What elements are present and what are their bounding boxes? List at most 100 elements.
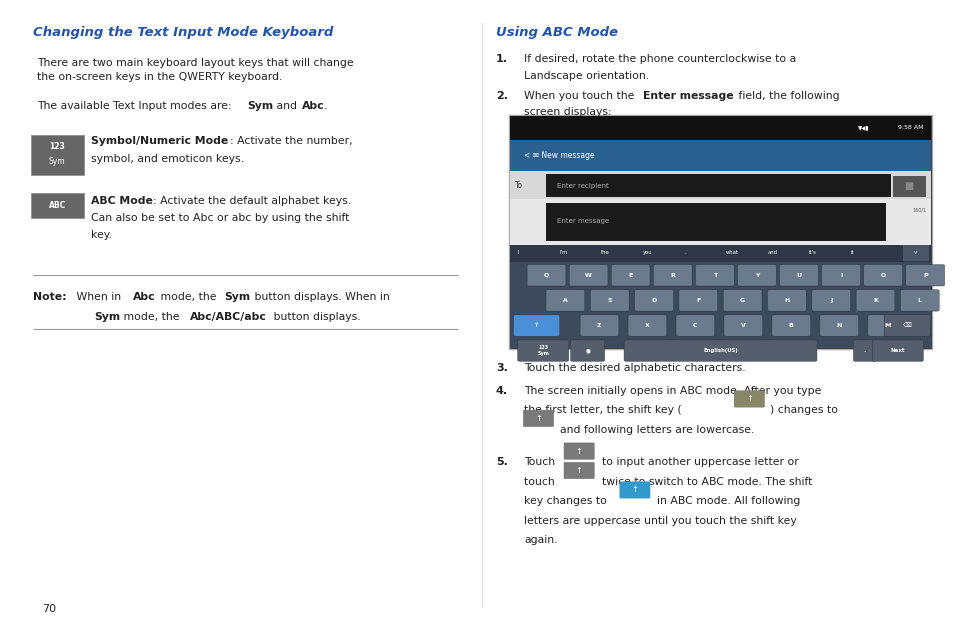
Text: ↑: ↑ <box>535 414 541 423</box>
Text: L: L <box>917 298 921 303</box>
Text: 70: 70 <box>42 604 56 614</box>
FancyBboxPatch shape <box>867 315 905 336</box>
FancyBboxPatch shape <box>579 315 618 336</box>
Text: ↑: ↑ <box>534 323 538 328</box>
Text: Landscape orientation.: Landscape orientation. <box>524 71 649 81</box>
FancyBboxPatch shape <box>900 290 938 311</box>
Bar <box>902 245 928 261</box>
Text: 123
Sym: 123 Sym <box>537 345 549 356</box>
Text: 2.: 2. <box>496 91 507 100</box>
Text: key changes to: key changes to <box>524 496 610 506</box>
FancyBboxPatch shape <box>509 115 931 349</box>
Text: ●: ● <box>584 348 589 353</box>
Text: 9:58 AM: 9:58 AM <box>897 125 923 130</box>
Text: Changing the Text Input Mode Keyboard: Changing the Text Input Mode Keyboard <box>32 26 333 39</box>
FancyBboxPatch shape <box>862 265 902 286</box>
FancyBboxPatch shape <box>905 265 943 286</box>
Text: .: . <box>683 250 685 255</box>
FancyBboxPatch shape <box>563 443 594 459</box>
Text: : Activate the number,: : Activate the number, <box>230 136 353 146</box>
Bar <box>545 202 885 242</box>
FancyBboxPatch shape <box>611 265 649 286</box>
Text: T: T <box>712 273 716 278</box>
Text: D: D <box>651 298 656 303</box>
Text: ABC Mode: ABC Mode <box>91 196 152 205</box>
Text: Abc: Abc <box>302 102 324 111</box>
FancyBboxPatch shape <box>855 290 894 311</box>
FancyBboxPatch shape <box>883 315 929 336</box>
FancyBboxPatch shape <box>676 315 714 336</box>
Text: screen displays:: screen displays: <box>524 107 611 117</box>
Bar <box>545 174 890 198</box>
Text: I'm: I'm <box>558 250 567 255</box>
Text: Enter message: Enter message <box>557 218 609 225</box>
Text: you: you <box>641 250 652 255</box>
Text: to input another uppercase letter or: to input another uppercase letter or <box>601 457 798 467</box>
Text: .: . <box>862 348 865 353</box>
Text: X: X <box>644 323 649 328</box>
FancyBboxPatch shape <box>653 265 692 286</box>
Text: I: I <box>839 273 841 278</box>
Text: 3.: 3. <box>496 363 507 373</box>
FancyBboxPatch shape <box>523 410 553 427</box>
Text: Z: Z <box>597 323 601 328</box>
Text: There are two main keyboard layout keys that will change
the on-screen keys in t: There are two main keyboard layout keys … <box>37 57 354 81</box>
FancyBboxPatch shape <box>821 265 860 286</box>
Text: C: C <box>693 323 697 328</box>
Text: When in: When in <box>73 292 125 301</box>
Text: S: S <box>607 298 612 303</box>
Text: Symbol/Numeric Mode: Symbol/Numeric Mode <box>91 136 228 146</box>
Text: V: V <box>740 323 745 328</box>
Bar <box>510 261 930 348</box>
Text: 123: 123 <box>50 142 65 151</box>
FancyBboxPatch shape <box>723 315 762 336</box>
Text: E: E <box>628 273 632 278</box>
Text: Can also be set to Abc or abc by using the shift: Can also be set to Abc or abc by using t… <box>91 213 349 223</box>
Text: Sym: Sym <box>247 102 274 111</box>
Text: mode, the: mode, the <box>120 312 183 322</box>
Text: touch: touch <box>524 477 558 487</box>
Text: ) changes to: ) changes to <box>769 405 838 415</box>
Text: Touch: Touch <box>524 457 558 467</box>
Text: Next: Next <box>890 348 904 353</box>
Text: F: F <box>696 298 700 303</box>
FancyBboxPatch shape <box>30 135 84 175</box>
Text: H: H <box>783 298 789 303</box>
Bar <box>510 140 930 171</box>
FancyBboxPatch shape <box>767 290 805 311</box>
Text: : Activate the default alphabet keys.: : Activate the default alphabet keys. <box>152 196 351 205</box>
Text: N: N <box>836 323 841 328</box>
Bar <box>510 245 930 261</box>
FancyBboxPatch shape <box>737 265 776 286</box>
Text: what: what <box>725 250 738 255</box>
Text: ↑: ↑ <box>745 394 752 403</box>
Text: English(US): English(US) <box>702 348 737 353</box>
Text: The screen initially opens in ABC mode. After you type: The screen initially opens in ABC mode. … <box>524 386 821 396</box>
Text: Q: Q <box>543 273 549 278</box>
Text: Enter recipient: Enter recipient <box>557 183 609 188</box>
Text: v: v <box>913 250 917 255</box>
Text: Using ABC Mode: Using ABC Mode <box>496 26 618 39</box>
Text: J: J <box>829 298 832 303</box>
Text: ⌫: ⌫ <box>902 323 911 328</box>
Text: .: . <box>323 102 327 111</box>
Text: If desired, rotate the phone counterclockwise to a: If desired, rotate the phone countercloc… <box>524 55 796 64</box>
Text: button displays. When in: button displays. When in <box>251 292 390 301</box>
Text: M: M <box>883 323 889 328</box>
Text: ▼◀▮: ▼◀▮ <box>857 125 868 130</box>
Text: Enter message: Enter message <box>642 91 733 100</box>
Text: ■: ■ <box>903 181 913 191</box>
Text: Note:: Note: <box>32 292 66 301</box>
Text: Sym: Sym <box>224 292 251 301</box>
Text: and: and <box>273 102 300 111</box>
FancyBboxPatch shape <box>619 482 649 498</box>
Text: B: B <box>788 323 793 328</box>
FancyBboxPatch shape <box>517 340 568 361</box>
Text: ↑: ↑ <box>575 446 582 455</box>
Text: 5.: 5. <box>496 457 507 467</box>
Text: the: the <box>600 250 609 255</box>
FancyBboxPatch shape <box>527 265 565 286</box>
Text: O: O <box>880 273 884 278</box>
FancyBboxPatch shape <box>734 391 763 407</box>
Text: P: P <box>922 273 926 278</box>
